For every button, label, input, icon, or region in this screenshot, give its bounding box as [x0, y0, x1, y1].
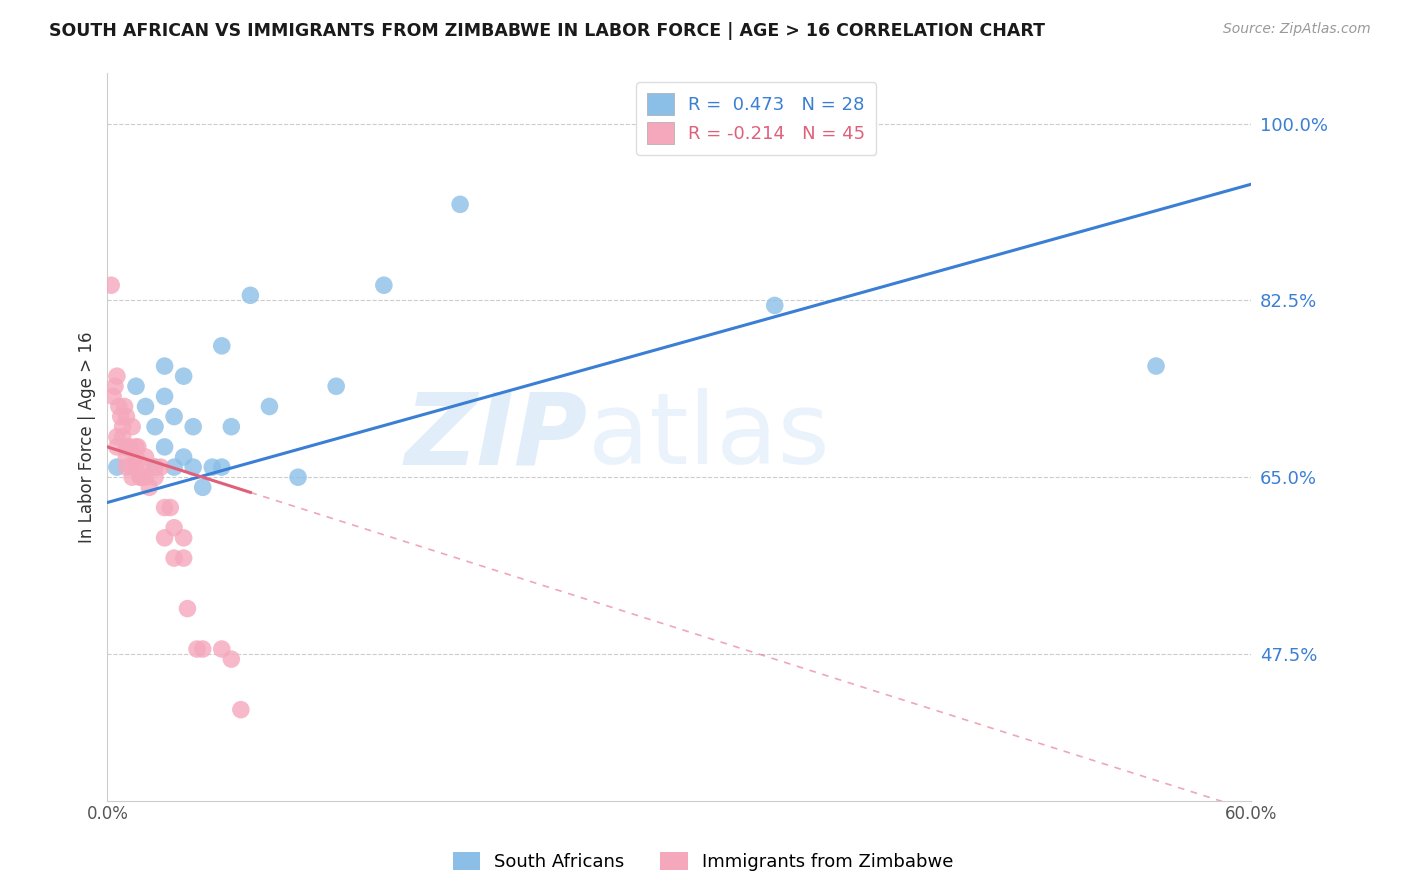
Point — [186, 642, 208, 657]
Point — [121, 419, 143, 434]
Point — [153, 531, 176, 545]
Point — [134, 400, 156, 414]
Point — [153, 500, 176, 515]
Point — [115, 409, 138, 424]
Point — [111, 430, 134, 444]
Point — [125, 450, 148, 464]
Point — [449, 197, 471, 211]
Point — [121, 470, 143, 484]
Point — [105, 369, 128, 384]
Point — [373, 278, 395, 293]
Point — [221, 652, 243, 666]
Text: Source: ZipAtlas.com: Source: ZipAtlas.com — [1223, 22, 1371, 37]
Point — [120, 440, 142, 454]
Point — [143, 460, 166, 475]
Point — [125, 440, 148, 454]
Point — [143, 419, 166, 434]
Point — [111, 419, 134, 434]
Point — [125, 379, 148, 393]
Point — [149, 460, 172, 475]
Point — [259, 400, 281, 414]
Point — [104, 379, 127, 393]
Point — [115, 450, 138, 464]
Legend: South Africans, Immigrants from Zimbabwe: South Africans, Immigrants from Zimbabwe — [446, 845, 960, 879]
Legend: R =  0.473   N = 28, R = -0.214   N = 45: R = 0.473 N = 28, R = -0.214 N = 45 — [636, 82, 876, 155]
Point — [181, 419, 204, 434]
Point — [191, 480, 214, 494]
Text: atlas: atlas — [588, 388, 830, 485]
Point — [143, 460, 166, 475]
Text: SOUTH AFRICAN VS IMMIGRANTS FROM ZIMBABWE IN LABOR FORCE | AGE > 16 CORRELATION : SOUTH AFRICAN VS IMMIGRANTS FROM ZIMBABW… — [49, 22, 1045, 40]
Point — [163, 521, 186, 535]
Point — [153, 440, 176, 454]
Point — [181, 460, 204, 475]
Point — [201, 460, 224, 475]
Point — [191, 642, 214, 657]
Point — [100, 278, 122, 293]
Point — [105, 460, 128, 475]
Point — [128, 470, 150, 484]
Point — [211, 339, 233, 353]
Point — [134, 470, 156, 484]
Point — [110, 409, 132, 424]
Point — [114, 400, 136, 414]
Point — [138, 480, 160, 494]
Point — [153, 359, 176, 373]
Point — [108, 400, 131, 414]
Point — [287, 470, 309, 484]
Point — [211, 642, 233, 657]
Point — [763, 298, 786, 312]
Text: ZIP: ZIP — [405, 388, 588, 485]
Point — [143, 470, 166, 484]
Point — [127, 440, 149, 454]
Point — [163, 460, 186, 475]
Point — [121, 460, 143, 475]
Point — [173, 450, 195, 464]
Point — [101, 389, 124, 403]
Point — [173, 531, 195, 545]
Point — [239, 288, 262, 302]
Point — [105, 430, 128, 444]
Point — [125, 460, 148, 475]
Point — [221, 419, 243, 434]
Point — [131, 460, 153, 475]
Point — [1144, 359, 1167, 373]
Point — [134, 450, 156, 464]
Point — [159, 500, 181, 515]
Point — [173, 551, 195, 566]
Point — [115, 440, 138, 454]
Point — [115, 460, 138, 475]
Point — [163, 409, 186, 424]
Point — [176, 601, 198, 615]
Point — [153, 389, 176, 403]
Point — [173, 369, 195, 384]
Point — [325, 379, 347, 393]
Point — [163, 551, 186, 566]
Point — [105, 440, 128, 454]
Point — [131, 470, 153, 484]
Point — [115, 440, 138, 454]
Y-axis label: In Labor Force | Age > 16: In Labor Force | Age > 16 — [79, 331, 96, 542]
Point — [229, 703, 252, 717]
Point — [211, 460, 233, 475]
